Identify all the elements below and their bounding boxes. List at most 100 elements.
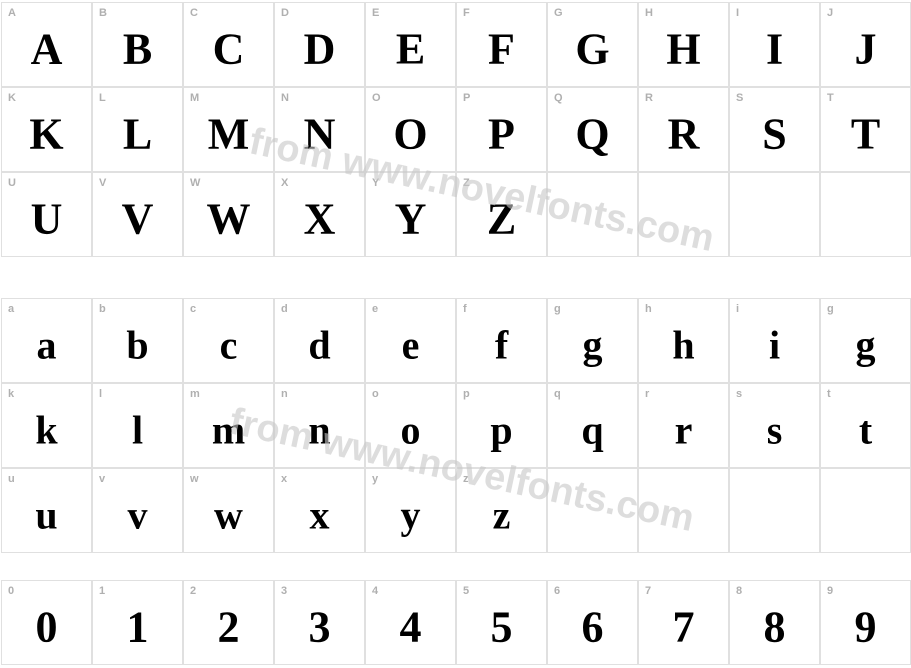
cell-label: R bbox=[645, 92, 653, 104]
cell-glyph: 0 bbox=[36, 601, 58, 652]
cell-glyph: O bbox=[393, 108, 427, 159]
glyph-cell: SS bbox=[729, 87, 820, 172]
cell-glyph: g bbox=[856, 321, 876, 368]
glyph-cell: 66 bbox=[547, 580, 638, 665]
cell-label: F bbox=[463, 7, 470, 19]
glyph-cell: yy bbox=[365, 468, 456, 553]
cell-glyph: d bbox=[308, 321, 330, 368]
glyph-cell bbox=[729, 468, 820, 553]
cell-glyph: W bbox=[207, 193, 251, 244]
glyph-cell: YY bbox=[365, 172, 456, 257]
cell-glyph: J bbox=[855, 23, 877, 74]
glyph-cell bbox=[638, 468, 729, 553]
glyph-cell: UU bbox=[1, 172, 92, 257]
cell-glyph: i bbox=[769, 321, 780, 368]
cell-label: 9 bbox=[827, 585, 833, 597]
cell-label: x bbox=[281, 473, 287, 485]
cell-glyph: l bbox=[132, 406, 143, 453]
cell-glyph: k bbox=[35, 406, 57, 453]
glyph-cell: ZZ bbox=[456, 172, 547, 257]
glyph-cell: 55 bbox=[456, 580, 547, 665]
cell-label: u bbox=[8, 473, 15, 485]
glyph-cell: aa bbox=[1, 298, 92, 383]
glyph-cell: ww bbox=[183, 468, 274, 553]
cell-glyph: h bbox=[672, 321, 694, 368]
glyph-cell: xx bbox=[274, 468, 365, 553]
cell-glyph: v bbox=[128, 491, 148, 538]
cell-glyph: 5 bbox=[491, 601, 513, 652]
glyph-cell bbox=[820, 468, 911, 553]
cell-label: g bbox=[554, 303, 561, 315]
glyph-cell bbox=[547, 172, 638, 257]
glyph-cell: bb bbox=[92, 298, 183, 383]
cell-glyph: u bbox=[35, 491, 57, 538]
character-map: AABBCCDDEEFFGGHHIIJJKKLLMMNNOOPPQQRRSSTT… bbox=[0, 0, 911, 668]
cell-label: q bbox=[554, 388, 561, 400]
cell-label: U bbox=[8, 177, 16, 189]
glyph-cell: JJ bbox=[820, 2, 911, 87]
glyph-cell: ee bbox=[365, 298, 456, 383]
glyph-cell: HH bbox=[638, 2, 729, 87]
cell-label: V bbox=[99, 177, 106, 189]
cell-glyph: Z bbox=[487, 193, 516, 244]
glyph-cell: PP bbox=[456, 87, 547, 172]
cell-label: W bbox=[190, 177, 200, 189]
cell-glyph: 3 bbox=[309, 601, 331, 652]
cell-glyph: b bbox=[126, 321, 148, 368]
cell-label: E bbox=[372, 7, 379, 19]
cell-glyph: X bbox=[304, 193, 336, 244]
cell-glyph: C bbox=[213, 23, 245, 74]
cell-label: r bbox=[645, 388, 649, 400]
glyph-cell bbox=[638, 172, 729, 257]
glyph-cell: oo bbox=[365, 383, 456, 468]
cell-glyph: 2 bbox=[218, 601, 240, 652]
cell-glyph: Y bbox=[395, 193, 427, 244]
cell-label: 0 bbox=[8, 585, 14, 597]
glyph-cell: cc bbox=[183, 298, 274, 383]
cell-label: T bbox=[827, 92, 834, 104]
cell-glyph: T bbox=[851, 108, 880, 159]
cell-glyph: 9 bbox=[855, 601, 877, 652]
cell-glyph: R bbox=[668, 108, 700, 159]
cell-label: K bbox=[8, 92, 16, 104]
cell-glyph: m bbox=[212, 406, 245, 453]
cell-label: s bbox=[736, 388, 742, 400]
glyph-cell: TT bbox=[820, 87, 911, 172]
glyph-cell: VV bbox=[92, 172, 183, 257]
cell-glyph: q bbox=[581, 406, 603, 453]
cell-label: C bbox=[190, 7, 198, 19]
glyph-cell: zz bbox=[456, 468, 547, 553]
cell-label: w bbox=[190, 473, 199, 485]
cell-label: O bbox=[372, 92, 381, 104]
cell-glyph: w bbox=[214, 491, 243, 538]
cell-label: a bbox=[8, 303, 14, 315]
glyph-cell: DD bbox=[274, 2, 365, 87]
glyph-cell: 11 bbox=[92, 580, 183, 665]
cell-glyph: P bbox=[488, 108, 515, 159]
glyph-cell: gg bbox=[547, 298, 638, 383]
glyph-cell: 77 bbox=[638, 580, 729, 665]
cell-label: p bbox=[463, 388, 470, 400]
cell-glyph: y bbox=[401, 491, 421, 538]
cell-label: 5 bbox=[463, 585, 469, 597]
glyph-cell: vv bbox=[92, 468, 183, 553]
cell-label: i bbox=[736, 303, 739, 315]
glyph-cell: pp bbox=[456, 383, 547, 468]
cell-label: 2 bbox=[190, 585, 196, 597]
cell-glyph: I bbox=[766, 23, 783, 74]
cell-label: f bbox=[463, 303, 467, 315]
cell-label: e bbox=[372, 303, 378, 315]
cell-glyph: 6 bbox=[582, 601, 604, 652]
cell-label: h bbox=[645, 303, 652, 315]
cell-label: Y bbox=[372, 177, 379, 189]
glyph-cell: ff bbox=[456, 298, 547, 383]
cell-label: n bbox=[281, 388, 288, 400]
cell-glyph: B bbox=[123, 23, 152, 74]
cell-label: X bbox=[281, 177, 288, 189]
glyph-cell: FF bbox=[456, 2, 547, 87]
cell-glyph: 1 bbox=[127, 601, 149, 652]
cell-glyph: n bbox=[308, 406, 330, 453]
cell-label: M bbox=[190, 92, 199, 104]
cell-glyph: p bbox=[490, 406, 512, 453]
glyph-cell: EE bbox=[365, 2, 456, 87]
